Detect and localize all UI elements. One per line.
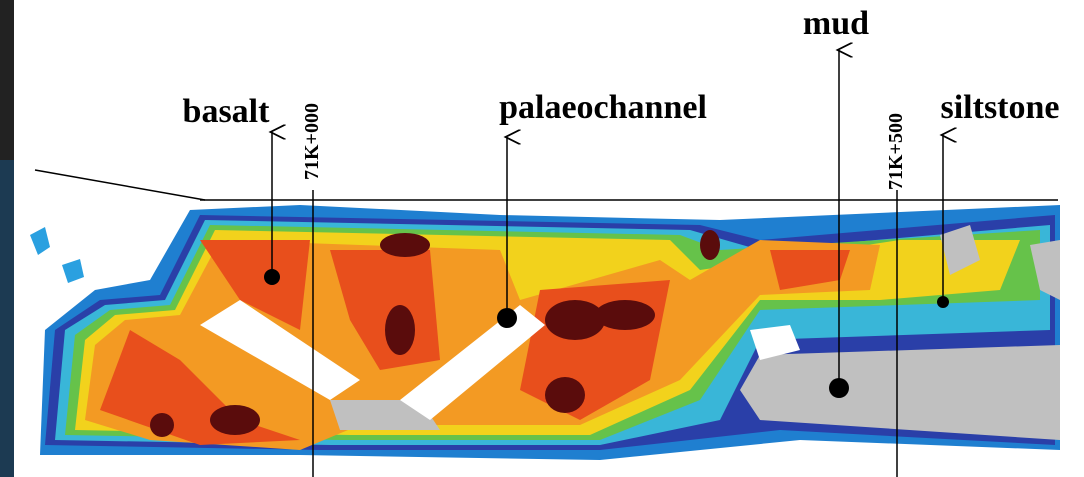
photo-edge xyxy=(0,0,14,160)
resistivity-map: basalt palaeochannel mud siltstone 71K+0… xyxy=(0,0,1084,477)
station-label: 71K+000 xyxy=(301,103,323,180)
label: basalt xyxy=(183,93,271,130)
marker-dot xyxy=(937,296,949,308)
label: siltstone xyxy=(941,89,1060,126)
marker-dot xyxy=(829,378,849,398)
marker-dot xyxy=(497,308,517,328)
station-label: 71K+500 xyxy=(885,113,907,190)
contour-map xyxy=(30,205,1060,460)
label: mud xyxy=(803,5,869,42)
marker-dot xyxy=(264,269,280,285)
label: palaeochannel xyxy=(499,89,707,126)
boundary-line xyxy=(35,170,205,200)
